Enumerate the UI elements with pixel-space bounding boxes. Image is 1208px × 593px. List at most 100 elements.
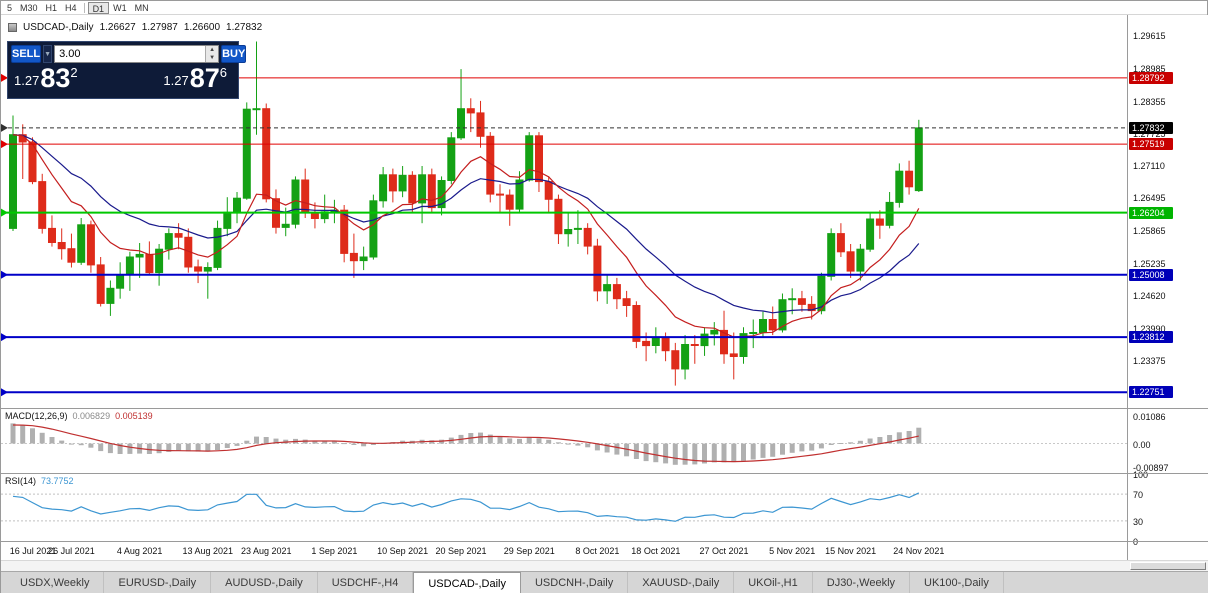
tab-usdcnh-daily[interactable]: USDCNH-,Daily [521,572,629,593]
time-axis-label: 1 Sep 2021 [311,546,358,556]
timeframe-mn[interactable]: MN [134,2,149,13]
macd-pane[interactable]: MACD(12,26,9) 0.006829 0.005139 [1,409,1127,473]
tab-usdx-weekly[interactable]: USDX,Weekly [6,572,105,593]
price-level-badge: 1.23812 [1129,331,1173,344]
timeframe-d1[interactable]: D1 [87,1,110,14]
macd-axis-label: 0.01086 [1133,411,1166,422]
scrollbar-thumb[interactable] [1130,562,1206,570]
time-axis-label: 29 Sep 2021 [503,546,555,556]
pane-divider[interactable] [1,541,1208,542]
price-axis-label: 1.28355 [1133,96,1166,107]
time-axis-label: 5 Nov 2021 [769,546,816,556]
toolbar-separator [83,2,85,13]
tab-usdcad-daily[interactable]: USDCAD-,Daily [413,572,521,593]
chart-low-value: 1.26600 [183,22,221,33]
bid-pipette: 2 [70,65,78,80]
price-level-badge: 1.27519 [1129,138,1173,151]
macd-main-value: 0.006829 [72,411,111,421]
chart-icon [8,23,17,32]
time-axis-label: 10 Sep 2021 [377,546,429,556]
one-click-trading-panel: SELL ▼ ▲ ▼ BUY 1.27 83 2 1.2 [7,41,247,99]
time-axis-label: 23 Aug 2021 [240,546,292,556]
level-line-marker [1,73,8,82]
rsi-axis-label: 0 [1133,537,1139,547]
macd-header: MACD(12,26,9) 0.006829 0.005139 [5,411,153,421]
timeframe-w1[interactable]: W1 [113,2,127,13]
time-axis-label: 18 Oct 2021 [631,546,681,556]
price-level-badge: 1.28792 [1129,71,1173,84]
time-axis-label: 24 Nov 2021 [893,546,945,556]
price-level-badge: 1.25008 [1129,268,1173,281]
price-axis-label: 1.26495 [1133,193,1166,204]
macd-axis-label: 0.00 [1133,439,1151,450]
tab-ukoil-h1[interactable]: UKOil-,H1 [734,572,813,593]
tab-audusd-daily[interactable]: AUDUSD-,Daily [211,572,318,593]
level-line-marker [1,270,8,279]
price-axis-label: 1.23375 [1133,355,1166,366]
bid-price[interactable]: 1.27 83 2 [14,64,78,92]
level-line-marker [1,140,8,149]
volume-up-button[interactable]: ▲ [206,46,219,54]
time-axis-label: 27 Oct 2021 [699,546,749,556]
level-line-marker [1,388,8,397]
macd-axis-label: -0.00897 [1133,462,1169,473]
tab-xauusd-daily[interactable]: XAUUSD-,Daily [628,572,735,593]
time-axis-label: 20 Sep 2021 [435,546,487,556]
macd-title: MACD(12,26,9) [5,411,68,421]
time-axis: 16 Jul 2021 26 Jul 2021 4 Aug 2021 13 Aug 2… [1,542,1127,560]
ask-big-digits: 87 [189,63,220,93]
sell-button[interactable]: SELL [11,45,42,63]
chevron-down-icon: ▼ [44,51,52,58]
bid-big-digits: 83 [40,63,71,93]
chart-symbol-label: USDCAD-,Daily [23,22,94,33]
timeframe-h1[interactable]: H1 [45,2,58,13]
volume-input[interactable] [55,46,206,62]
price-axis-label: 1.28985 [1133,63,1166,74]
ask-price[interactable]: 1.27 87 6 [163,64,227,92]
tab-usdchf-h4[interactable]: USDCHF-,H4 [318,572,414,593]
rsi-pane[interactable]: RSI(14) 73.7752 [1,474,1127,541]
horizontal-scrollbar[interactable] [1,560,1208,571]
buy-button[interactable]: BUY [221,45,247,63]
timeframe-5[interactable]: 5 [7,2,13,13]
pane-divider[interactable] [1,408,1208,409]
time-axis-label: 15 Nov 2021 [825,546,877,556]
price-axis-label: 1.24620 [1133,291,1166,302]
time-axis-label: 16 Jul 2021 [9,546,57,556]
rsi-canvas[interactable] [1,474,1127,541]
price-axis-label: 1.27110 [1133,161,1165,172]
volume-box: ▲ ▼ [54,45,220,63]
price-pane[interactable]: USDCAD-,Daily 1.26627 1.27987 1.26600 1.… [1,15,1127,408]
pane-divider[interactable] [1,473,1208,474]
price-axis-label: 1.29615 [1133,31,1166,42]
order-type-dropdown[interactable]: ▼ [43,45,53,63]
ask-head: 1.27 [163,73,189,88]
tab-eurusd-daily[interactable]: EURUSD-,Daily [104,572,212,593]
chart-open-value: 1.26627 [99,22,136,33]
chart-ohlc-header: USDCAD-,Daily 1.26627 1.27987 1.26600 1.… [8,22,262,33]
timeframe-h4[interactable]: H4 [65,2,77,13]
rsi-header: RSI(14) 73.7752 [5,476,74,486]
time-axis-label: 13 Aug 2021 [182,546,234,556]
price-axis-label: 1.25235 [1133,259,1166,270]
timeframe-m30[interactable]: M30 [20,2,38,13]
price-chart-canvas[interactable] [1,15,1127,408]
rsi-axis-label: 100 [1133,470,1149,480]
tab-uk100-daily[interactable]: UK100-,Daily [910,572,1004,593]
chart-tab-bar: USDX,Weekly EURUSD-,Daily AUDUSD-,Daily USD… [1,571,1208,593]
macd-canvas[interactable] [1,409,1127,473]
time-axis-label: 26 Jul 2021 [48,546,95,556]
time-axis-label: 8 Oct 2021 [575,546,620,556]
ask-pipette: 6 [219,65,227,80]
rsi-axis-label: 30 [1133,516,1144,527]
volume-down-button[interactable]: ▼ [206,54,219,62]
price-level-badge: 1.27832 [1129,121,1173,134]
level-line-marker [1,208,8,217]
level-line-marker [1,123,8,132]
timeframe-toolbar: 5 M30 H1 H4 D1 W1 MN [1,1,1207,15]
time-axis-label: 4 Aug 2021 [116,546,163,556]
tab-dj30-weekly[interactable]: DJ30-,Weekly [813,572,911,593]
price-axis: 1.29615 1.28985 1.28355 1.27725 1.27110 1.264… [1127,15,1208,560]
rsi-title: RSI(14) [5,476,37,486]
